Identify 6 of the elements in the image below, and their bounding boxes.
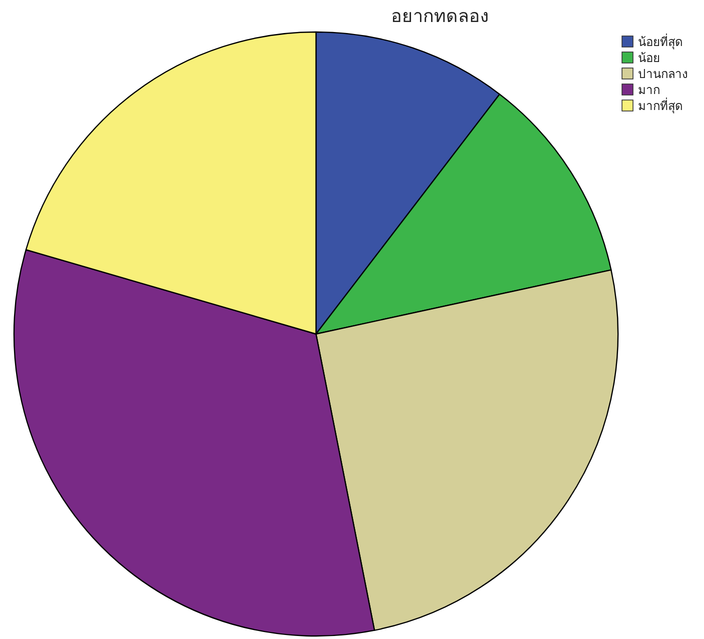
legend-label: มากที่สุด (638, 97, 683, 114)
legend-label: น้อย (638, 51, 660, 65)
chart-title: อยากทดลอง (391, 6, 489, 27)
legend-label: ปานกลาง (638, 67, 688, 81)
legend-label: น้อยที่สุด (638, 33, 683, 50)
legend-label: มาก (638, 83, 660, 97)
